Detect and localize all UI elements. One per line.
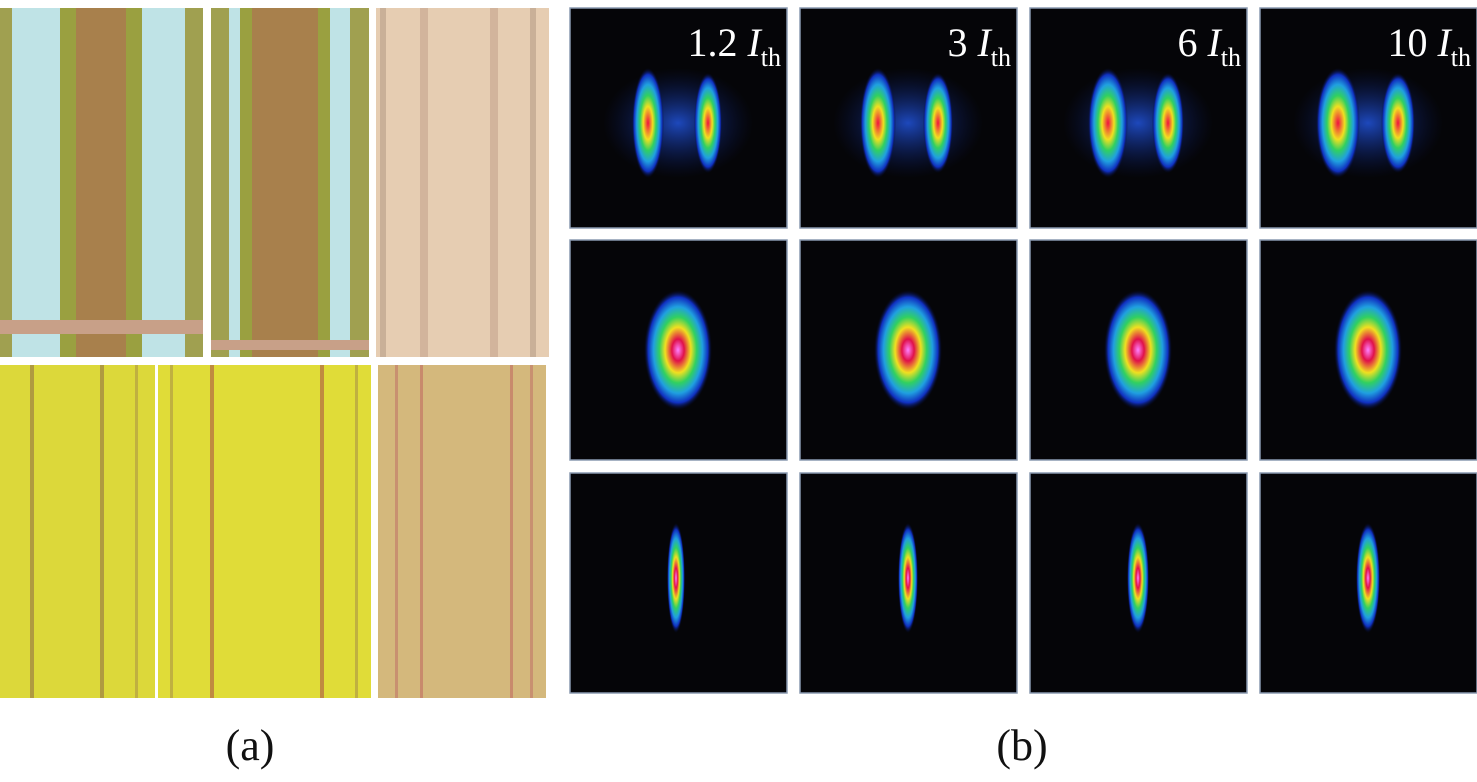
label-subscript: th xyxy=(991,43,1011,72)
beam-profile xyxy=(799,472,1018,694)
micrograph xyxy=(376,8,549,357)
column-label: 3 Ith xyxy=(947,20,1011,72)
beam-profile xyxy=(799,7,1018,229)
spot xyxy=(898,523,918,633)
label-symbol: I xyxy=(1436,20,1452,65)
spot xyxy=(860,68,896,178)
spot xyxy=(632,68,664,178)
micrograph xyxy=(211,8,369,357)
micrograph xyxy=(0,8,203,357)
beam-profile xyxy=(569,472,788,694)
beam-profile xyxy=(569,7,788,229)
micrograph xyxy=(0,365,155,698)
label-number: 3 xyxy=(947,20,967,65)
label-number: 6 xyxy=(1177,20,1197,65)
spot xyxy=(1152,73,1184,173)
haze xyxy=(1063,68,1213,178)
beam-profile xyxy=(1029,7,1248,229)
label-symbol: I xyxy=(1206,20,1222,65)
beam-profile xyxy=(1259,7,1477,229)
beam-profile xyxy=(569,239,788,461)
beam-profile xyxy=(1029,472,1248,694)
column-label: 10 Ith xyxy=(1387,20,1471,72)
column-label: 1.2 Ith xyxy=(687,20,781,72)
label-symbol: I xyxy=(976,20,992,65)
haze xyxy=(1293,68,1443,178)
beam-profile xyxy=(1259,472,1477,694)
micrograph xyxy=(158,365,371,698)
label-number: 10 xyxy=(1387,20,1427,65)
spot xyxy=(1356,523,1380,633)
panel-label: (b) xyxy=(996,721,1047,770)
label-symbol: I xyxy=(746,20,762,65)
spot xyxy=(1334,290,1402,410)
label-subscript: th xyxy=(1451,43,1471,72)
spot xyxy=(874,290,942,410)
beam-profile-grid: 1.2 Ith 3 Ith 6 Ith 10 Ith xyxy=(569,7,1477,694)
beam-profile xyxy=(1259,239,1477,461)
spot xyxy=(1127,523,1149,633)
spot xyxy=(1104,290,1172,410)
spot xyxy=(644,290,712,410)
spot xyxy=(1316,68,1360,178)
spot xyxy=(667,523,685,633)
beam-profile xyxy=(799,239,1018,461)
spot xyxy=(1088,68,1128,178)
spot xyxy=(1381,73,1415,173)
haze xyxy=(603,68,753,178)
micrograph-group xyxy=(0,8,549,698)
spot xyxy=(694,73,722,173)
label-subscript: th xyxy=(1221,43,1241,72)
column-label: 6 Ith xyxy=(1177,20,1241,72)
haze xyxy=(833,68,983,178)
micrograph xyxy=(378,365,546,698)
panel-label: (a) xyxy=(226,721,275,770)
label-subscript: th xyxy=(761,43,781,72)
beam-profile xyxy=(1029,239,1248,461)
spot xyxy=(923,73,953,173)
label-number: 1.2 xyxy=(687,20,737,65)
